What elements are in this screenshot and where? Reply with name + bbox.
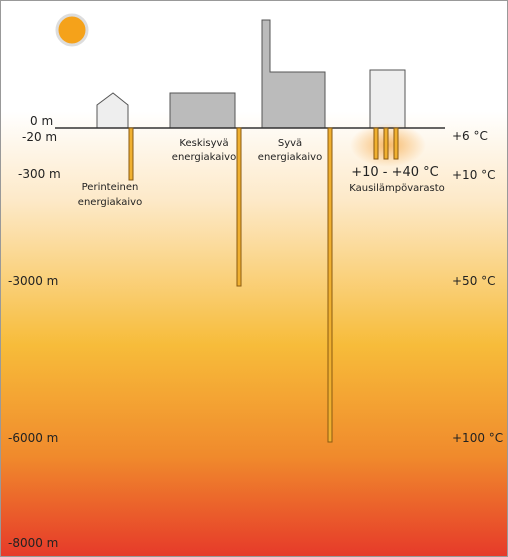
temperature-label: +100 °C — [452, 431, 503, 445]
temperature-label: +6 °C — [452, 129, 488, 143]
well-label: energiakaivo — [172, 152, 236, 163]
diagram: 0 m -20 m -300 m -3000 m -6000 m -8000 m… — [0, 0, 508, 557]
well — [129, 128, 133, 180]
sun — [57, 15, 87, 45]
depth-label: -8000 m — [8, 536, 58, 550]
well-label: Keskisyvä — [179, 138, 228, 149]
temperature-label: +10 °C — [452, 168, 496, 182]
depth-label: -20 m — [22, 130, 57, 144]
well — [328, 128, 332, 442]
storage-temperature: +10 - +40 °C — [351, 165, 439, 180]
well-label: Syvä — [278, 138, 302, 149]
depth-label: -6000 m — [8, 431, 58, 445]
depth-label: -3000 m — [8, 274, 58, 288]
well-label: energiakaivo — [258, 152, 322, 163]
well-label: energiakaivo — [78, 197, 142, 208]
well — [374, 128, 378, 159]
background — [1, 1, 508, 557]
well — [384, 128, 388, 159]
temperature-label: +50 °C — [452, 274, 496, 288]
storage-building — [370, 70, 405, 128]
storage-label: Kausilämpövarasto — [349, 183, 444, 194]
well — [237, 128, 241, 286]
well — [394, 128, 398, 159]
depth-label: -300 m — [18, 167, 61, 181]
well-label: Perinteinen — [82, 182, 139, 193]
depth-label: 0 m — [30, 114, 53, 128]
building — [170, 93, 235, 128]
